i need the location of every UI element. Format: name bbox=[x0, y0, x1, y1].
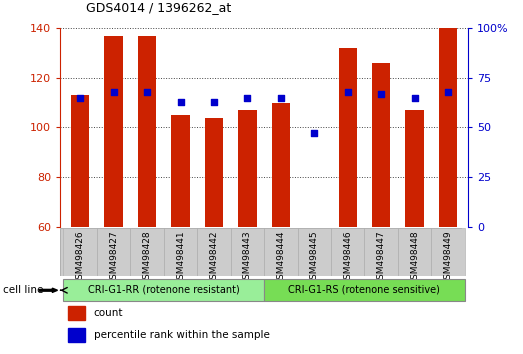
Bar bbox=[172, 115, 190, 227]
Bar bbox=[238, 110, 257, 227]
Text: GSM498443: GSM498443 bbox=[243, 231, 252, 285]
Point bbox=[109, 89, 118, 95]
Text: percentile rank within the sample: percentile rank within the sample bbox=[94, 330, 269, 340]
Text: cell line: cell line bbox=[3, 285, 43, 295]
Point bbox=[143, 89, 151, 95]
Text: GDS4014 / 1396262_at: GDS4014 / 1396262_at bbox=[86, 1, 232, 14]
Bar bbox=[63, 228, 97, 276]
Point bbox=[344, 89, 352, 95]
Text: GSM498444: GSM498444 bbox=[276, 231, 286, 285]
Bar bbox=[164, 228, 197, 276]
Text: count: count bbox=[94, 308, 123, 318]
Bar bbox=[105, 36, 123, 227]
Point bbox=[377, 91, 385, 97]
Point bbox=[76, 95, 84, 101]
Bar bbox=[372, 63, 390, 227]
Bar bbox=[338, 48, 357, 227]
Text: GSM498426: GSM498426 bbox=[76, 231, 85, 285]
Bar bbox=[130, 228, 164, 276]
Text: GSM498447: GSM498447 bbox=[377, 231, 385, 285]
Text: GSM498427: GSM498427 bbox=[109, 231, 118, 285]
Text: GSM498441: GSM498441 bbox=[176, 231, 185, 285]
Text: GSM498428: GSM498428 bbox=[143, 231, 152, 285]
Point bbox=[310, 131, 319, 136]
Text: CRI-G1-RS (rotenone sensitive): CRI-G1-RS (rotenone sensitive) bbox=[289, 285, 440, 295]
Point bbox=[210, 99, 218, 104]
Bar bbox=[231, 228, 264, 276]
Bar bbox=[298, 228, 331, 276]
Bar bbox=[197, 228, 231, 276]
Bar bbox=[264, 279, 465, 302]
Point bbox=[277, 95, 285, 101]
Text: GSM498445: GSM498445 bbox=[310, 231, 319, 285]
Bar bbox=[138, 36, 156, 227]
Bar bbox=[69, 306, 85, 320]
Point bbox=[411, 95, 419, 101]
Bar bbox=[71, 95, 89, 227]
Text: CRI-G1-RR (rotenone resistant): CRI-G1-RR (rotenone resistant) bbox=[88, 285, 240, 295]
Bar bbox=[431, 228, 465, 276]
Bar bbox=[439, 28, 457, 227]
Bar bbox=[271, 103, 290, 227]
Bar bbox=[365, 228, 398, 276]
Bar bbox=[69, 327, 85, 342]
Bar bbox=[97, 228, 130, 276]
Bar bbox=[264, 228, 298, 276]
Bar bbox=[405, 110, 424, 227]
Text: GSM498448: GSM498448 bbox=[410, 231, 419, 285]
Bar bbox=[63, 279, 264, 302]
Bar bbox=[398, 228, 431, 276]
Point bbox=[176, 99, 185, 104]
Text: GSM498449: GSM498449 bbox=[444, 231, 452, 285]
Point bbox=[243, 95, 252, 101]
Text: GSM498446: GSM498446 bbox=[343, 231, 352, 285]
Bar bbox=[331, 228, 365, 276]
Point bbox=[444, 89, 452, 95]
Bar bbox=[205, 118, 223, 227]
Text: GSM498442: GSM498442 bbox=[209, 231, 219, 285]
